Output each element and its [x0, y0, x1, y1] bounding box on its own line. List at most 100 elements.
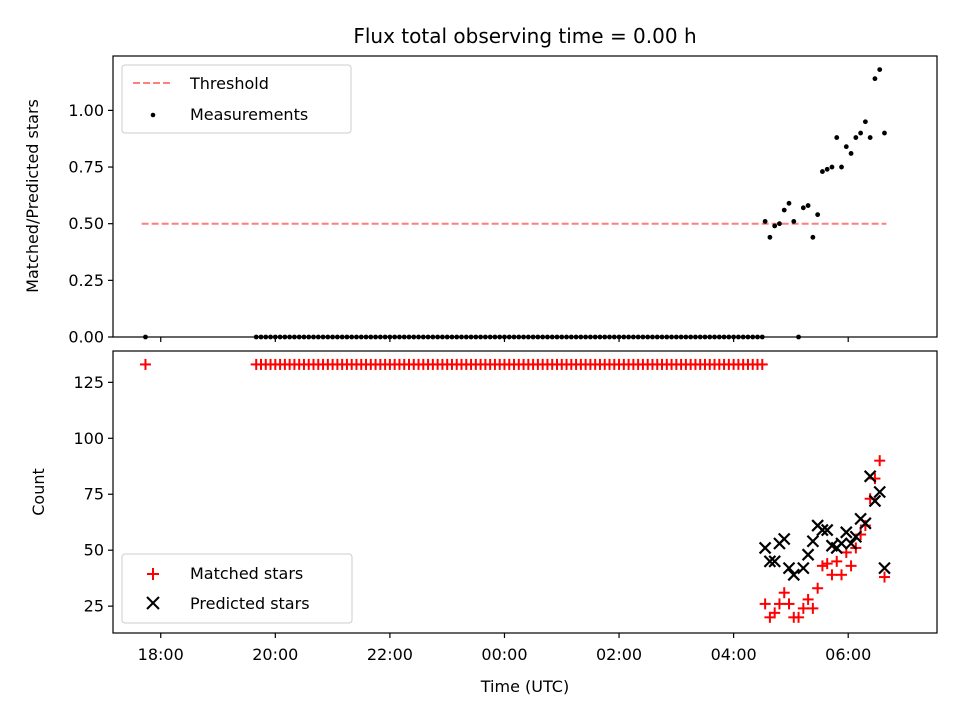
measurement-point	[762, 219, 768, 224]
measurement-point	[272, 334, 278, 340]
measurement-point	[712, 334, 717, 340]
predicted-star-point	[878, 561, 891, 575]
matched-star-point	[769, 607, 781, 619]
measurement-point	[877, 67, 883, 72]
matched-star-point	[821, 558, 833, 570]
measurement-point	[810, 234, 816, 240]
predicted-star-point	[863, 470, 877, 483]
predicted-star-point	[758, 541, 772, 555]
measurement-point	[678, 334, 684, 340]
measurement-point	[645, 334, 651, 340]
measurement-point	[502, 334, 507, 340]
measurement-point	[253, 334, 259, 340]
measurement-point	[368, 334, 374, 340]
top-y-tick-label: 0.50	[68, 214, 104, 233]
predicted-star-point	[868, 494, 882, 508]
measurement-point	[848, 151, 854, 156]
measurement-point	[716, 334, 722, 340]
top-y-tick-label: 1.00	[68, 101, 104, 120]
measurement-point	[258, 334, 264, 340]
measurement-point	[882, 130, 887, 136]
x-tick-label: 00:00	[481, 645, 527, 664]
matched-star-point	[773, 598, 785, 610]
measurement-point	[820, 169, 825, 174]
bottom-y-tick-label: 25	[84, 597, 104, 616]
measurement-point	[834, 135, 840, 140]
predicted-star-point	[787, 568, 801, 582]
predicted-star-point	[873, 485, 886, 499]
measurement-point	[635, 334, 641, 340]
measurement-point	[263, 334, 269, 340]
measurement-point	[721, 334, 727, 340]
measurement-point	[735, 334, 741, 340]
measurement-point	[373, 334, 378, 340]
measurement-point	[401, 334, 407, 340]
measurement-point	[540, 334, 546, 340]
bottom-y-tick-label: 100	[73, 429, 104, 448]
predicted-star-point	[816, 523, 829, 537]
measurement-point	[392, 334, 398, 340]
measurement-point	[772, 223, 778, 229]
measurement-point	[592, 334, 598, 340]
measurement-point	[777, 221, 782, 227]
measurement-point	[549, 334, 555, 340]
bottom-y-tick-label: 75	[84, 485, 104, 504]
matched-star-point	[797, 602, 809, 614]
top-legend: Threshold Measurements	[121, 64, 352, 134]
measurement-point	[621, 334, 627, 340]
x-tick-label: 06:00	[825, 645, 871, 664]
measurement-point	[862, 119, 868, 125]
measurement-point	[786, 200, 792, 206]
top-y-ticks: 0.00 0.25 0.50 0.75 1.00	[68, 101, 113, 347]
measurement-point	[311, 334, 316, 340]
matched-star-point	[836, 569, 848, 581]
legend-predicted-swatch	[146, 596, 160, 610]
x-tick-label: 20:00	[252, 645, 298, 664]
measurement-point	[277, 334, 283, 340]
measurement-point	[707, 334, 713, 340]
measurement-point	[473, 334, 479, 340]
measurement-point	[659, 334, 665, 340]
top-y-tick-label: 0.75	[68, 158, 104, 177]
predicted-star-point	[849, 530, 863, 544]
measurement-point	[516, 334, 522, 340]
measurement-point	[673, 334, 679, 340]
bottom-legend-box	[121, 553, 353, 624]
measurement-point	[397, 334, 402, 340]
measurement-point	[630, 334, 636, 340]
measurement-point	[492, 334, 498, 340]
predicted-star-point	[763, 555, 777, 568]
predicted-star-point	[801, 548, 815, 561]
measurement-point	[143, 334, 148, 340]
top-y-tick-label: 0.25	[68, 271, 104, 290]
matched-star-point	[826, 569, 838, 581]
measurement-point	[853, 135, 859, 140]
measurement-point	[800, 205, 806, 211]
measurement-point	[559, 334, 565, 340]
chart-title: Flux total observing time = 0.00 h	[353, 24, 696, 48]
measurement-point	[693, 334, 698, 340]
measurement-point	[583, 334, 589, 340]
bottom-y-tick-label: 50	[84, 541, 104, 560]
measurement-point	[320, 334, 326, 340]
predicted-star-point	[768, 555, 781, 568]
measurement-point	[306, 334, 312, 340]
measurement-point	[292, 334, 297, 340]
measurement-point	[726, 334, 732, 340]
measurement-point	[750, 334, 756, 340]
matched-star-point	[807, 602, 819, 614]
measurement-point	[406, 334, 412, 340]
measurement-point	[521, 334, 526, 340]
measurement-point	[578, 334, 584, 340]
measurement-point	[444, 334, 450, 340]
measurement-point	[815, 212, 821, 218]
legend-measurements-swatch	[150, 112, 156, 118]
legend-measurements-label: Measurements	[190, 105, 308, 124]
measurement-point	[468, 334, 474, 340]
measurement-point	[858, 130, 864, 136]
measurement-point	[669, 334, 674, 340]
predicted-star-point	[820, 523, 834, 537]
legend-threshold-label: Threshold	[189, 74, 269, 93]
measurement-point	[588, 334, 593, 340]
bottom-y-ticks: 25 50 75 100 125	[73, 373, 113, 616]
